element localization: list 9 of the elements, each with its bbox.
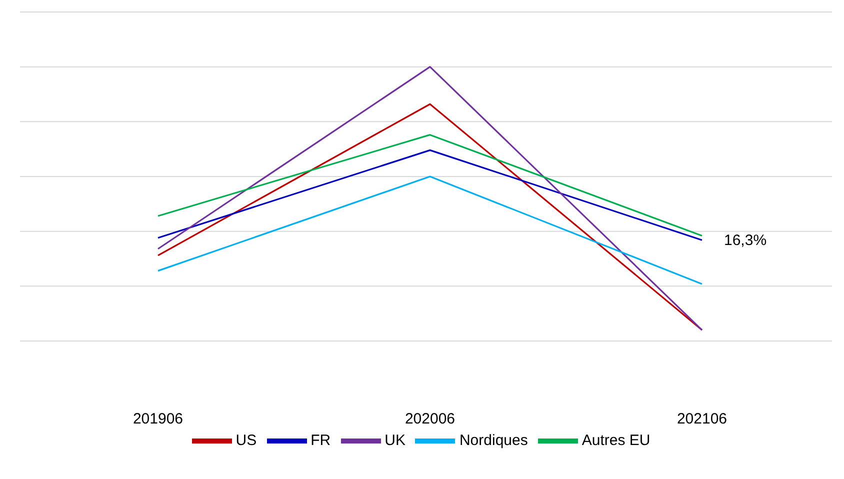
legend-label: UK xyxy=(384,432,406,449)
legend-label: FR xyxy=(310,432,331,449)
annotation: 16,3% xyxy=(724,232,767,250)
legend-label: Nordiques xyxy=(459,432,528,449)
x-tick-label: 202106 xyxy=(676,410,728,428)
legend-label: Autres EU xyxy=(582,432,650,449)
legend-label: US xyxy=(236,432,257,449)
x-tick-label: 201906 xyxy=(132,410,184,428)
x-tick-label: 202006 xyxy=(404,410,456,428)
